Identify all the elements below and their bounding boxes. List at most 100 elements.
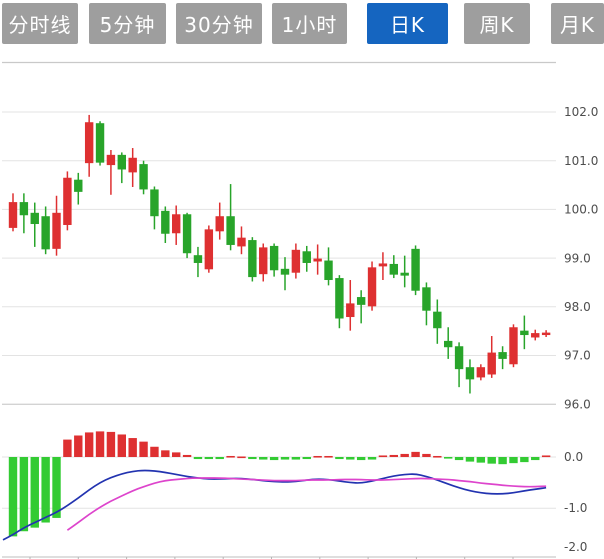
macd-bar-down — [280, 457, 290, 460]
candle-body-down — [117, 154, 126, 170]
macd-bar-up — [389, 454, 398, 457]
macd-bar-up — [400, 453, 409, 457]
macd-bar-down — [520, 457, 529, 463]
candle-body-up — [378, 263, 388, 267]
candle-body-down — [41, 216, 50, 250]
candle-body-down — [400, 272, 409, 276]
macd-bar-up — [433, 455, 442, 458]
tab-30min[interactable]: 30分钟 — [176, 3, 262, 44]
candle-body-up — [215, 216, 224, 232]
macd-axis-tick-label: 0.0 — [564, 450, 583, 464]
candle-body-down — [74, 179, 83, 192]
candle-body-down — [356, 297, 366, 305]
candle-body-up — [237, 237, 246, 247]
candle-body-up — [313, 258, 322, 262]
candle-body-down — [19, 202, 29, 216]
price-axis-tick-label: 98.0 — [564, 300, 591, 314]
candle-body-down — [433, 311, 442, 329]
candlesticks — [8, 114, 551, 394]
candle-body-up — [8, 202, 18, 228]
macd-bar-down — [259, 457, 268, 460]
macd-bar-up — [541, 455, 551, 458]
macd-bar-up — [226, 455, 235, 458]
macd-histogram — [8, 431, 551, 537]
macd-bar-up — [324, 455, 333, 458]
tab-weekly-k[interactable]: 周K — [464, 3, 530, 44]
macd-bar-up — [95, 431, 105, 457]
candle-body-down — [389, 263, 398, 275]
price-axis-tick-label: 101.0 — [564, 154, 598, 168]
macd-bar-up — [161, 450, 170, 457]
candle-body-down — [161, 210, 170, 234]
candle-body-up — [346, 303, 355, 318]
candle-body-up — [531, 333, 540, 338]
candle-body-up — [63, 177, 72, 225]
candle-body-up — [291, 249, 301, 273]
price-axis-tick-label: 102.0 — [564, 105, 598, 119]
candle-body-up — [172, 214, 181, 234]
candle-body-down — [248, 240, 257, 278]
candle-body-up — [204, 229, 214, 270]
time-axis-ticks — [29, 557, 514, 559]
macd-bar-down — [193, 457, 203, 460]
candle-body-down — [139, 164, 148, 190]
candle-body-up — [106, 154, 116, 166]
macd-bar-down — [367, 457, 377, 460]
candle-body-up — [476, 367, 486, 378]
macd-bar-up — [411, 451, 420, 457]
candle-body-down — [454, 346, 464, 370]
candle-body-down — [444, 340, 453, 348]
price-axis-tick-label: 99.0 — [564, 251, 591, 265]
candle-body-down — [411, 248, 420, 291]
macd-bar-up — [128, 438, 137, 457]
price-axis-tick-label: 97.0 — [564, 349, 591, 363]
candle-body-down — [182, 214, 192, 254]
macd-bar-up — [150, 446, 159, 457]
macd-bar-up — [139, 441, 148, 457]
tab-minute-line[interactable]: 分时线 — [2, 3, 78, 44]
macd-bar-down — [509, 457, 518, 464]
macd-bar-up — [313, 455, 322, 458]
tab-1hour[interactable]: 1小时 — [272, 3, 347, 44]
macd-bar-down — [454, 457, 464, 461]
tab-daily-k[interactable]: 日K — [367, 3, 448, 44]
candle-body-down — [280, 268, 290, 275]
macd-bar-down — [41, 457, 50, 523]
dif-line — [2, 469, 547, 541]
macd-axis-labels: 0.0 -1.0 -2.0 — [564, 450, 587, 554]
macd-bar-down — [52, 457, 61, 518]
macd-bar-down — [291, 457, 301, 460]
macd-bar-down — [346, 457, 355, 460]
macd-bar-down — [531, 457, 540, 461]
candle-body-down — [324, 260, 333, 281]
tab-monthly-k[interactable]: 月K — [551, 3, 604, 44]
macd-bar-down — [465, 457, 475, 462]
candle-body-down — [30, 212, 39, 225]
macd-bar-down — [356, 457, 366, 461]
candle-body-down — [150, 189, 159, 217]
macd-bar-up — [378, 455, 388, 458]
candle-body-up — [367, 267, 377, 307]
macd-bar-up — [74, 435, 83, 457]
price-axis-tick-label: 96.0 — [564, 397, 591, 411]
candle-body-down — [302, 251, 311, 263]
candle-body-down — [335, 278, 344, 319]
candle-body-up — [509, 327, 518, 365]
macd-bar-up — [117, 434, 126, 457]
macd-bar-down — [476, 457, 486, 463]
macd-bar-up — [422, 453, 431, 457]
price-axis-labels: 102.0 101.0 100.0 99.0 98.0 97.0 96.0 — [564, 105, 598, 411]
macd-bar-up — [237, 456, 246, 459]
macd-bar-down — [269, 457, 279, 461]
tab-5min[interactable]: 5分钟 — [89, 3, 166, 44]
candle-body-up — [52, 212, 61, 249]
candle-body-up — [84, 122, 94, 164]
candle-body-up — [128, 157, 137, 173]
dea-line — [66, 477, 547, 531]
gridlines — [2, 61, 556, 558]
candle-body-down — [269, 245, 279, 271]
candle-body-down — [520, 330, 529, 336]
candle-body-down — [193, 255, 203, 263]
